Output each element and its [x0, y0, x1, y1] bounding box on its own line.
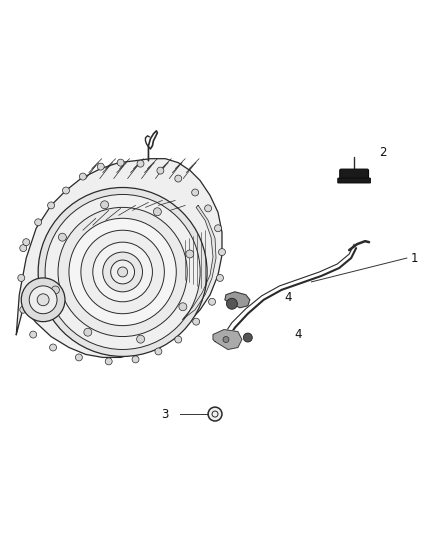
Circle shape	[29, 286, 57, 314]
Circle shape	[193, 318, 200, 325]
Circle shape	[79, 173, 86, 180]
Circle shape	[101, 201, 109, 209]
Circle shape	[117, 159, 124, 166]
Circle shape	[45, 195, 200, 350]
Circle shape	[157, 167, 164, 174]
Circle shape	[223, 336, 229, 343]
Circle shape	[93, 242, 152, 302]
Circle shape	[208, 407, 222, 421]
Circle shape	[97, 163, 104, 170]
Circle shape	[23, 239, 30, 246]
Circle shape	[48, 202, 55, 209]
Polygon shape	[16, 159, 222, 358]
Circle shape	[219, 248, 226, 255]
Circle shape	[226, 298, 237, 309]
Circle shape	[244, 333, 252, 342]
Circle shape	[153, 208, 161, 216]
Circle shape	[137, 335, 145, 343]
Circle shape	[155, 348, 162, 355]
Polygon shape	[182, 205, 216, 320]
Circle shape	[20, 306, 27, 313]
Circle shape	[118, 267, 127, 277]
FancyBboxPatch shape	[340, 169, 368, 182]
Circle shape	[49, 344, 57, 351]
Circle shape	[192, 189, 198, 196]
Circle shape	[18, 274, 25, 281]
Circle shape	[81, 230, 164, 314]
Circle shape	[35, 219, 42, 226]
Text: 2: 2	[379, 146, 386, 159]
Circle shape	[137, 160, 144, 167]
Circle shape	[208, 298, 215, 305]
Text: 4: 4	[294, 328, 302, 341]
Circle shape	[69, 219, 176, 326]
Circle shape	[132, 356, 139, 363]
FancyBboxPatch shape	[338, 178, 371, 183]
Circle shape	[175, 336, 182, 343]
Circle shape	[38, 188, 207, 357]
Circle shape	[216, 274, 223, 281]
Polygon shape	[213, 329, 242, 350]
Circle shape	[20, 245, 27, 252]
Circle shape	[75, 354, 82, 361]
Circle shape	[84, 328, 92, 336]
Circle shape	[58, 207, 187, 336]
Circle shape	[186, 250, 194, 258]
Circle shape	[205, 205, 212, 212]
Circle shape	[37, 294, 49, 306]
Circle shape	[175, 175, 182, 182]
Circle shape	[215, 225, 222, 232]
Circle shape	[111, 260, 134, 284]
Circle shape	[103, 252, 142, 292]
Circle shape	[179, 303, 187, 311]
Text: 3: 3	[161, 408, 168, 421]
Circle shape	[63, 187, 70, 194]
Circle shape	[58, 233, 66, 241]
Circle shape	[30, 331, 37, 338]
Polygon shape	[225, 292, 250, 308]
Text: 4: 4	[285, 292, 292, 304]
Circle shape	[51, 286, 60, 294]
Circle shape	[21, 278, 65, 321]
Text: 1: 1	[411, 252, 418, 264]
Circle shape	[105, 358, 112, 365]
